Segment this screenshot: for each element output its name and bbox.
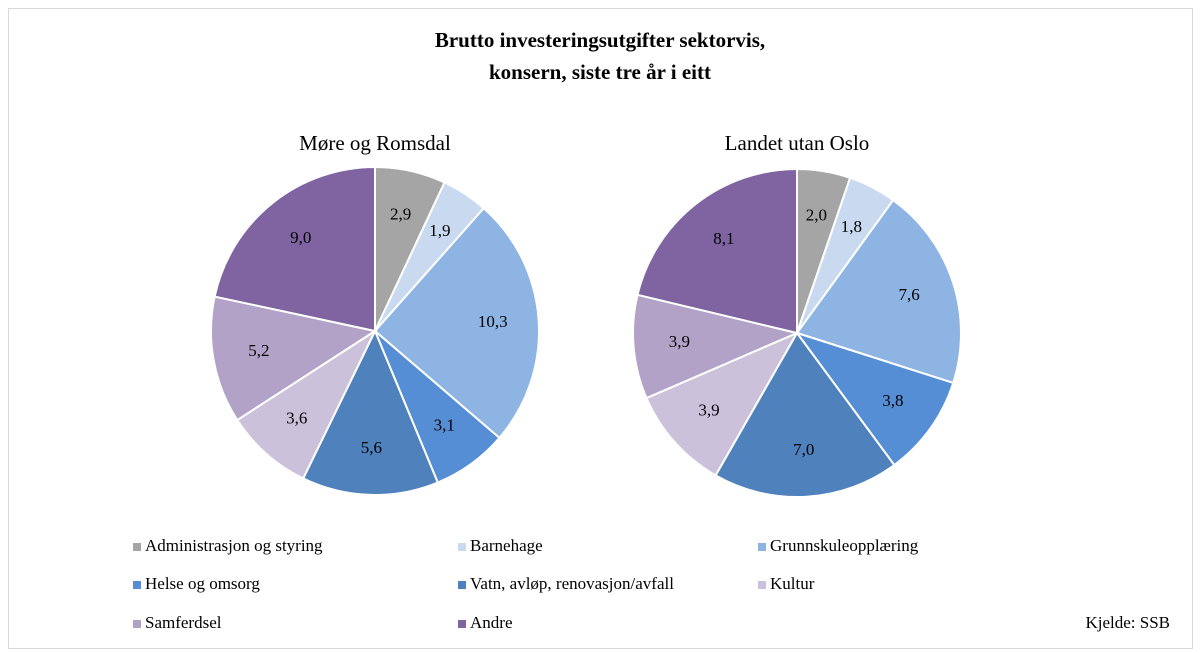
legend-label: Administrasjon og styring	[145, 536, 323, 555]
chart-title-line: Brutto investeringsutgifter sektorvis,	[435, 28, 765, 52]
data-label: 3,8	[882, 391, 903, 410]
data-label: 9,0	[290, 228, 311, 247]
data-label: 1,9	[429, 221, 450, 240]
data-label: 1,8	[841, 217, 862, 236]
pie-slice	[632, 293, 801, 400]
pie-slice	[795, 198, 962, 385]
data-label: 7,6	[899, 285, 920, 304]
data-label: 3,9	[669, 332, 690, 351]
data-label: 2,9	[390, 205, 411, 224]
data-label: 8,1	[713, 229, 734, 248]
legend-marker	[758, 543, 766, 551]
data-label: 3,6	[286, 408, 307, 427]
legend-label: Vatn, avløp, renovasjon/avfall	[470, 574, 674, 593]
legend-label: Samferdsel	[145, 613, 222, 632]
pie-slice	[235, 328, 378, 480]
data-label: 5,6	[361, 438, 382, 457]
legend-marker	[133, 581, 141, 589]
pie-slice	[213, 165, 376, 333]
legend-label: Grunnskuleopplæring	[770, 536, 919, 555]
pie-slice	[636, 167, 798, 335]
data-label: 10,3	[478, 312, 508, 331]
legend-marker	[133, 620, 141, 628]
data-label: 2,0	[806, 205, 827, 224]
legend-label: Andre	[470, 613, 512, 632]
legend-marker	[458, 543, 466, 551]
chart-border	[8, 8, 1193, 649]
legend-label: Kultur	[770, 574, 815, 593]
source: Kjelde: SSB	[1085, 613, 1170, 632]
pie-slice	[794, 331, 955, 467]
legend-marker	[458, 581, 466, 589]
pie-title: Landet utan Oslo	[725, 131, 870, 155]
pie-slice	[373, 206, 540, 440]
legend-marker	[758, 581, 766, 589]
pie-slice	[714, 331, 896, 498]
pie-title: Møre og Romsdal	[299, 131, 451, 155]
pie-slice	[645, 330, 800, 477]
legend-marker	[458, 620, 466, 628]
pie-slice	[210, 295, 378, 422]
legend-label: Barnehage	[470, 536, 543, 555]
data-label: 3,9	[698, 401, 719, 420]
chart-title-line: konsern, siste tre år i eitt	[489, 60, 711, 84]
legend-marker	[133, 543, 141, 551]
data-label: 3,1	[434, 416, 455, 435]
data-label: 7,0	[793, 440, 814, 459]
data-label: 5,2	[248, 341, 269, 360]
legend-label: Helse og omsorg	[145, 574, 260, 593]
pie-slice	[301, 328, 440, 496]
